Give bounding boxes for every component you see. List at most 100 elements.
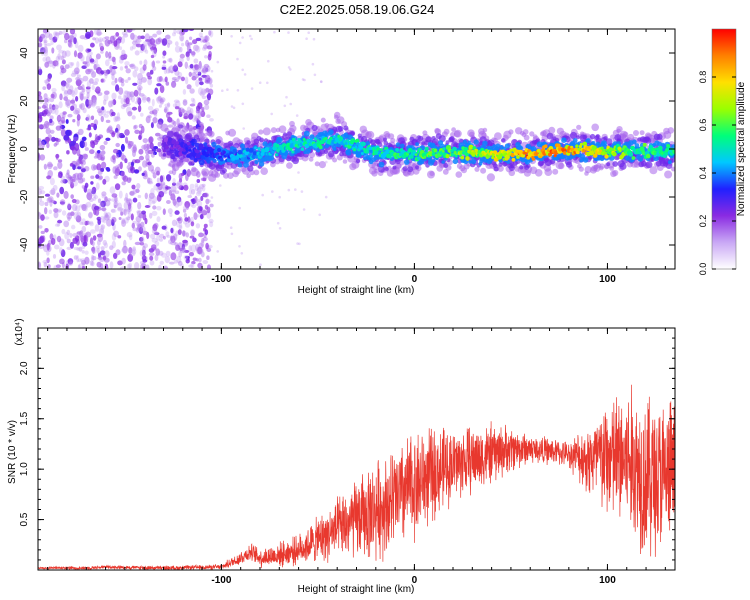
noise-speck: [195, 79, 200, 87]
noise-speck: [50, 199, 56, 204]
noise-speck: [91, 247, 97, 254]
noise-speck: [49, 189, 56, 195]
noise-speck: [111, 216, 117, 223]
noise-speck: [144, 205, 151, 208]
ridge-point: [343, 125, 349, 131]
noise-speck: [206, 199, 212, 203]
ridge-point: [303, 130, 310, 137]
noise-speck: [132, 149, 136, 158]
noise-speck: [298, 242, 301, 246]
noise-speck: [91, 261, 95, 267]
noise-speck: [168, 187, 172, 192]
noise-speck: [82, 61, 88, 65]
ridge-point: [292, 157, 299, 165]
noise-speck: [183, 184, 189, 191]
noise-speck: [134, 124, 138, 129]
noise-speck: [63, 134, 70, 141]
noise-speck: [182, 239, 188, 244]
noise-speck: [295, 114, 299, 117]
noise-speck: [129, 64, 136, 70]
noise-speck: [178, 225, 183, 230]
ridge-point: [258, 129, 264, 135]
noise-speck: [186, 84, 192, 90]
noise-speck: [147, 177, 153, 184]
ridge-point: [595, 134, 600, 139]
noise-speck: [287, 66, 291, 69]
noise-speck: [154, 87, 159, 95]
noise-speck: [165, 231, 170, 238]
noise-speck: [131, 248, 137, 255]
noise-speck: [112, 60, 116, 65]
noise-speck: [84, 182, 89, 188]
noise-speck: [206, 211, 212, 219]
ridge-point: [578, 166, 584, 172]
noise-speck: [55, 32, 61, 36]
noise-speck: [136, 78, 142, 86]
noise-speck: [89, 220, 94, 225]
noise-speck: [148, 198, 152, 207]
ridge-point: [196, 137, 201, 142]
noise-speck: [118, 217, 122, 220]
ridge-point: [222, 150, 226, 154]
noise-speck: [39, 200, 45, 207]
noise-speck: [170, 70, 174, 74]
ridge-point: [286, 162, 293, 169]
noise-speck: [89, 222, 94, 227]
noise-speck: [123, 208, 127, 216]
noise-speck: [120, 171, 126, 176]
ridge-point: [672, 149, 675, 154]
ridge-point: [441, 160, 446, 164]
noise-speck: [65, 82, 71, 90]
noise-speck: [166, 200, 171, 204]
noise-speck: [90, 115, 95, 121]
noise-speck: [172, 178, 176, 185]
noise-speck: [67, 113, 73, 118]
noise-speck: [300, 190, 304, 193]
ridge-point: [562, 151, 567, 155]
noise-speck: [152, 172, 157, 179]
noise-speck: [105, 212, 112, 220]
noise-speck: [156, 205, 162, 211]
noise-speck: [192, 98, 196, 106]
noise-speck: [81, 225, 87, 233]
noise-speck: [84, 250, 89, 255]
noise-speck: [156, 216, 161, 223]
noise-speck: [125, 136, 128, 144]
noise-speck: [67, 89, 73, 95]
noise-speck: [43, 46, 48, 54]
noise-speck: [184, 217, 189, 222]
noise-speck: [64, 82, 70, 88]
noise-speck: [89, 149, 95, 155]
noise-speck: [101, 206, 106, 212]
noise-speck: [121, 31, 128, 36]
noise-speck: [181, 249, 186, 253]
noise-speck: [86, 55, 90, 64]
ridge-point: [543, 144, 548, 148]
noise-speck: [88, 211, 93, 219]
noise-speck: [55, 61, 60, 67]
ridge-point: [212, 158, 217, 163]
noise-speck: [38, 118, 41, 122]
noise-speck: [114, 116, 121, 122]
noise-speck: [205, 75, 209, 81]
ridge-point: [609, 166, 615, 171]
noise-speck: [69, 35, 75, 41]
noise-speck: [89, 78, 94, 84]
noise-speck: [91, 95, 97, 103]
noise-speck: [44, 207, 48, 215]
noise-speck: [94, 133, 98, 142]
noise-speck: [164, 106, 168, 114]
noise-speck: [202, 39, 207, 43]
noise-speck: [163, 108, 167, 113]
ridge-point: [370, 139, 376, 145]
noise-speck: [38, 188, 42, 195]
noise-speck: [79, 230, 84, 238]
noise-speck: [99, 144, 106, 151]
noise-speck: [71, 98, 75, 107]
noise-speck: [83, 234, 87, 243]
noise-speck: [105, 137, 111, 141]
noise-speck: [190, 262, 195, 269]
noise-speck: [124, 65, 128, 69]
noise-speck: [159, 260, 164, 265]
noise-speck: [138, 212, 144, 219]
